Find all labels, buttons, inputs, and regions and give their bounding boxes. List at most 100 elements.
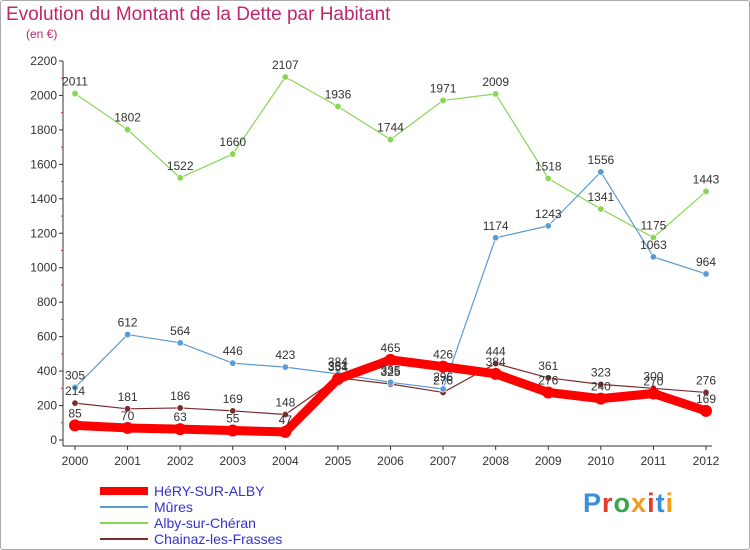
logo-letter: i <box>665 488 675 518</box>
chart-lines <box>69 73 712 438</box>
data-label: 1556 <box>587 153 614 167</box>
x-tick-label: 2008 <box>482 454 509 468</box>
chart-data-labels: 85 70 63 55 47 354 465 426 384 276 240 270 169 305 612… <box>62 58 720 427</box>
x-tick-label: 2006 <box>377 454 404 468</box>
data-label: 361 <box>538 359 558 373</box>
data-label: 276 <box>538 373 558 387</box>
data-point <box>124 331 132 339</box>
legend-swatch <box>100 506 148 508</box>
data-label: 465 <box>380 341 400 355</box>
legend-item: Alby-sur-Chéran <box>100 515 282 531</box>
data-point <box>597 205 605 213</box>
data-point <box>439 385 447 393</box>
data-label: 1243 <box>535 207 562 221</box>
x-tick-label: 2005 <box>325 454 352 468</box>
data-point <box>647 387 660 400</box>
data-point <box>229 407 237 415</box>
x-tick-label: 2001 <box>114 454 141 468</box>
data-label: 296 <box>433 370 453 384</box>
x-tick-label: 2002 <box>167 454 194 468</box>
data-point <box>489 367 502 380</box>
data-point <box>121 421 134 434</box>
logo-letter: t <box>655 488 666 518</box>
data-point <box>594 392 607 405</box>
data-label: 1174 <box>483 219 509 233</box>
y-tick-label: 1600 <box>30 157 57 171</box>
data-point <box>281 363 289 371</box>
chart-subtitle: (en €) <box>26 27 58 41</box>
data-point <box>597 380 605 388</box>
data-label: 2009 <box>482 75 509 89</box>
legend-swatch <box>100 522 148 524</box>
data-label: 1518 <box>535 159 562 173</box>
data-point <box>437 360 450 373</box>
data-point <box>544 174 552 182</box>
data-label: 1522 <box>167 159 194 173</box>
legend-swatch <box>100 538 148 540</box>
legend-swatch <box>100 487 148 495</box>
data-point <box>226 424 239 437</box>
data-label: 276 <box>433 373 453 387</box>
data-label: 2011 <box>62 75 88 89</box>
data-label: 169 <box>696 392 716 406</box>
data-label: 240 <box>591 380 611 394</box>
data-label: 186 <box>170 389 190 403</box>
data-label: 1063 <box>640 238 667 252</box>
legend-label: Mûres <box>154 499 193 515</box>
legend-label: Alby-sur-Chéran <box>154 515 256 531</box>
data-point <box>229 150 237 158</box>
legend-label: HéRY-SUR-ALBY <box>154 483 265 499</box>
data-point <box>492 90 500 98</box>
data-point <box>597 168 605 176</box>
data-point <box>702 388 710 396</box>
data-label: 423 <box>275 348 295 362</box>
data-label: 335 <box>380 363 400 377</box>
y-tick-label: 1000 <box>30 261 57 275</box>
data-label: 305 <box>65 368 85 382</box>
data-label: 361 <box>328 359 348 373</box>
data-label: 426 <box>433 348 453 362</box>
data-point <box>69 419 81 432</box>
data-label: 1971 <box>430 81 457 95</box>
y-tick-label: 2000 <box>30 88 57 102</box>
legend-item: HéRY-SUR-ALBY <box>100 483 282 499</box>
data-label: 85 <box>68 406 82 420</box>
x-tick-label: 2000 <box>62 454 89 468</box>
data-label: 70 <box>121 409 135 423</box>
x-tick-label: 2012 <box>693 454 720 468</box>
data-label: 1175 <box>641 219 667 233</box>
logo-letter: r <box>602 488 614 518</box>
y-tick-label: 1200 <box>30 226 57 240</box>
x-tick-label: 2010 <box>587 454 614 468</box>
data-point <box>649 253 657 261</box>
data-point <box>649 234 657 242</box>
y-tick-label: 200 <box>37 399 57 413</box>
x-tick-label: 2009 <box>535 454 562 468</box>
data-label: 612 <box>118 316 138 330</box>
data-label: 214 <box>65 384 85 398</box>
data-point <box>229 359 237 367</box>
data-point <box>702 187 710 195</box>
data-label: 354 <box>328 360 348 374</box>
data-label: 1660 <box>219 135 246 149</box>
proxiti-logo: Proxiti <box>583 488 674 519</box>
data-point <box>279 425 292 438</box>
legend-item: Mûres <box>100 499 282 515</box>
data-label: 169 <box>223 392 243 406</box>
x-tick-label: 2007 <box>430 454 457 468</box>
data-label: 384 <box>486 355 506 369</box>
data-label: 63 <box>173 410 187 424</box>
y-tick-label: 600 <box>37 330 57 344</box>
data-point <box>71 90 79 98</box>
x-tick-label: 2003 <box>219 454 246 468</box>
data-point <box>176 404 184 412</box>
y-tick-label: 1800 <box>30 123 57 137</box>
logo-letter: P <box>583 488 603 518</box>
x-tick-label: 2011 <box>641 454 667 468</box>
data-point <box>124 126 132 134</box>
data-label: 446 <box>223 344 243 358</box>
data-point <box>544 222 552 230</box>
data-point <box>281 73 289 81</box>
